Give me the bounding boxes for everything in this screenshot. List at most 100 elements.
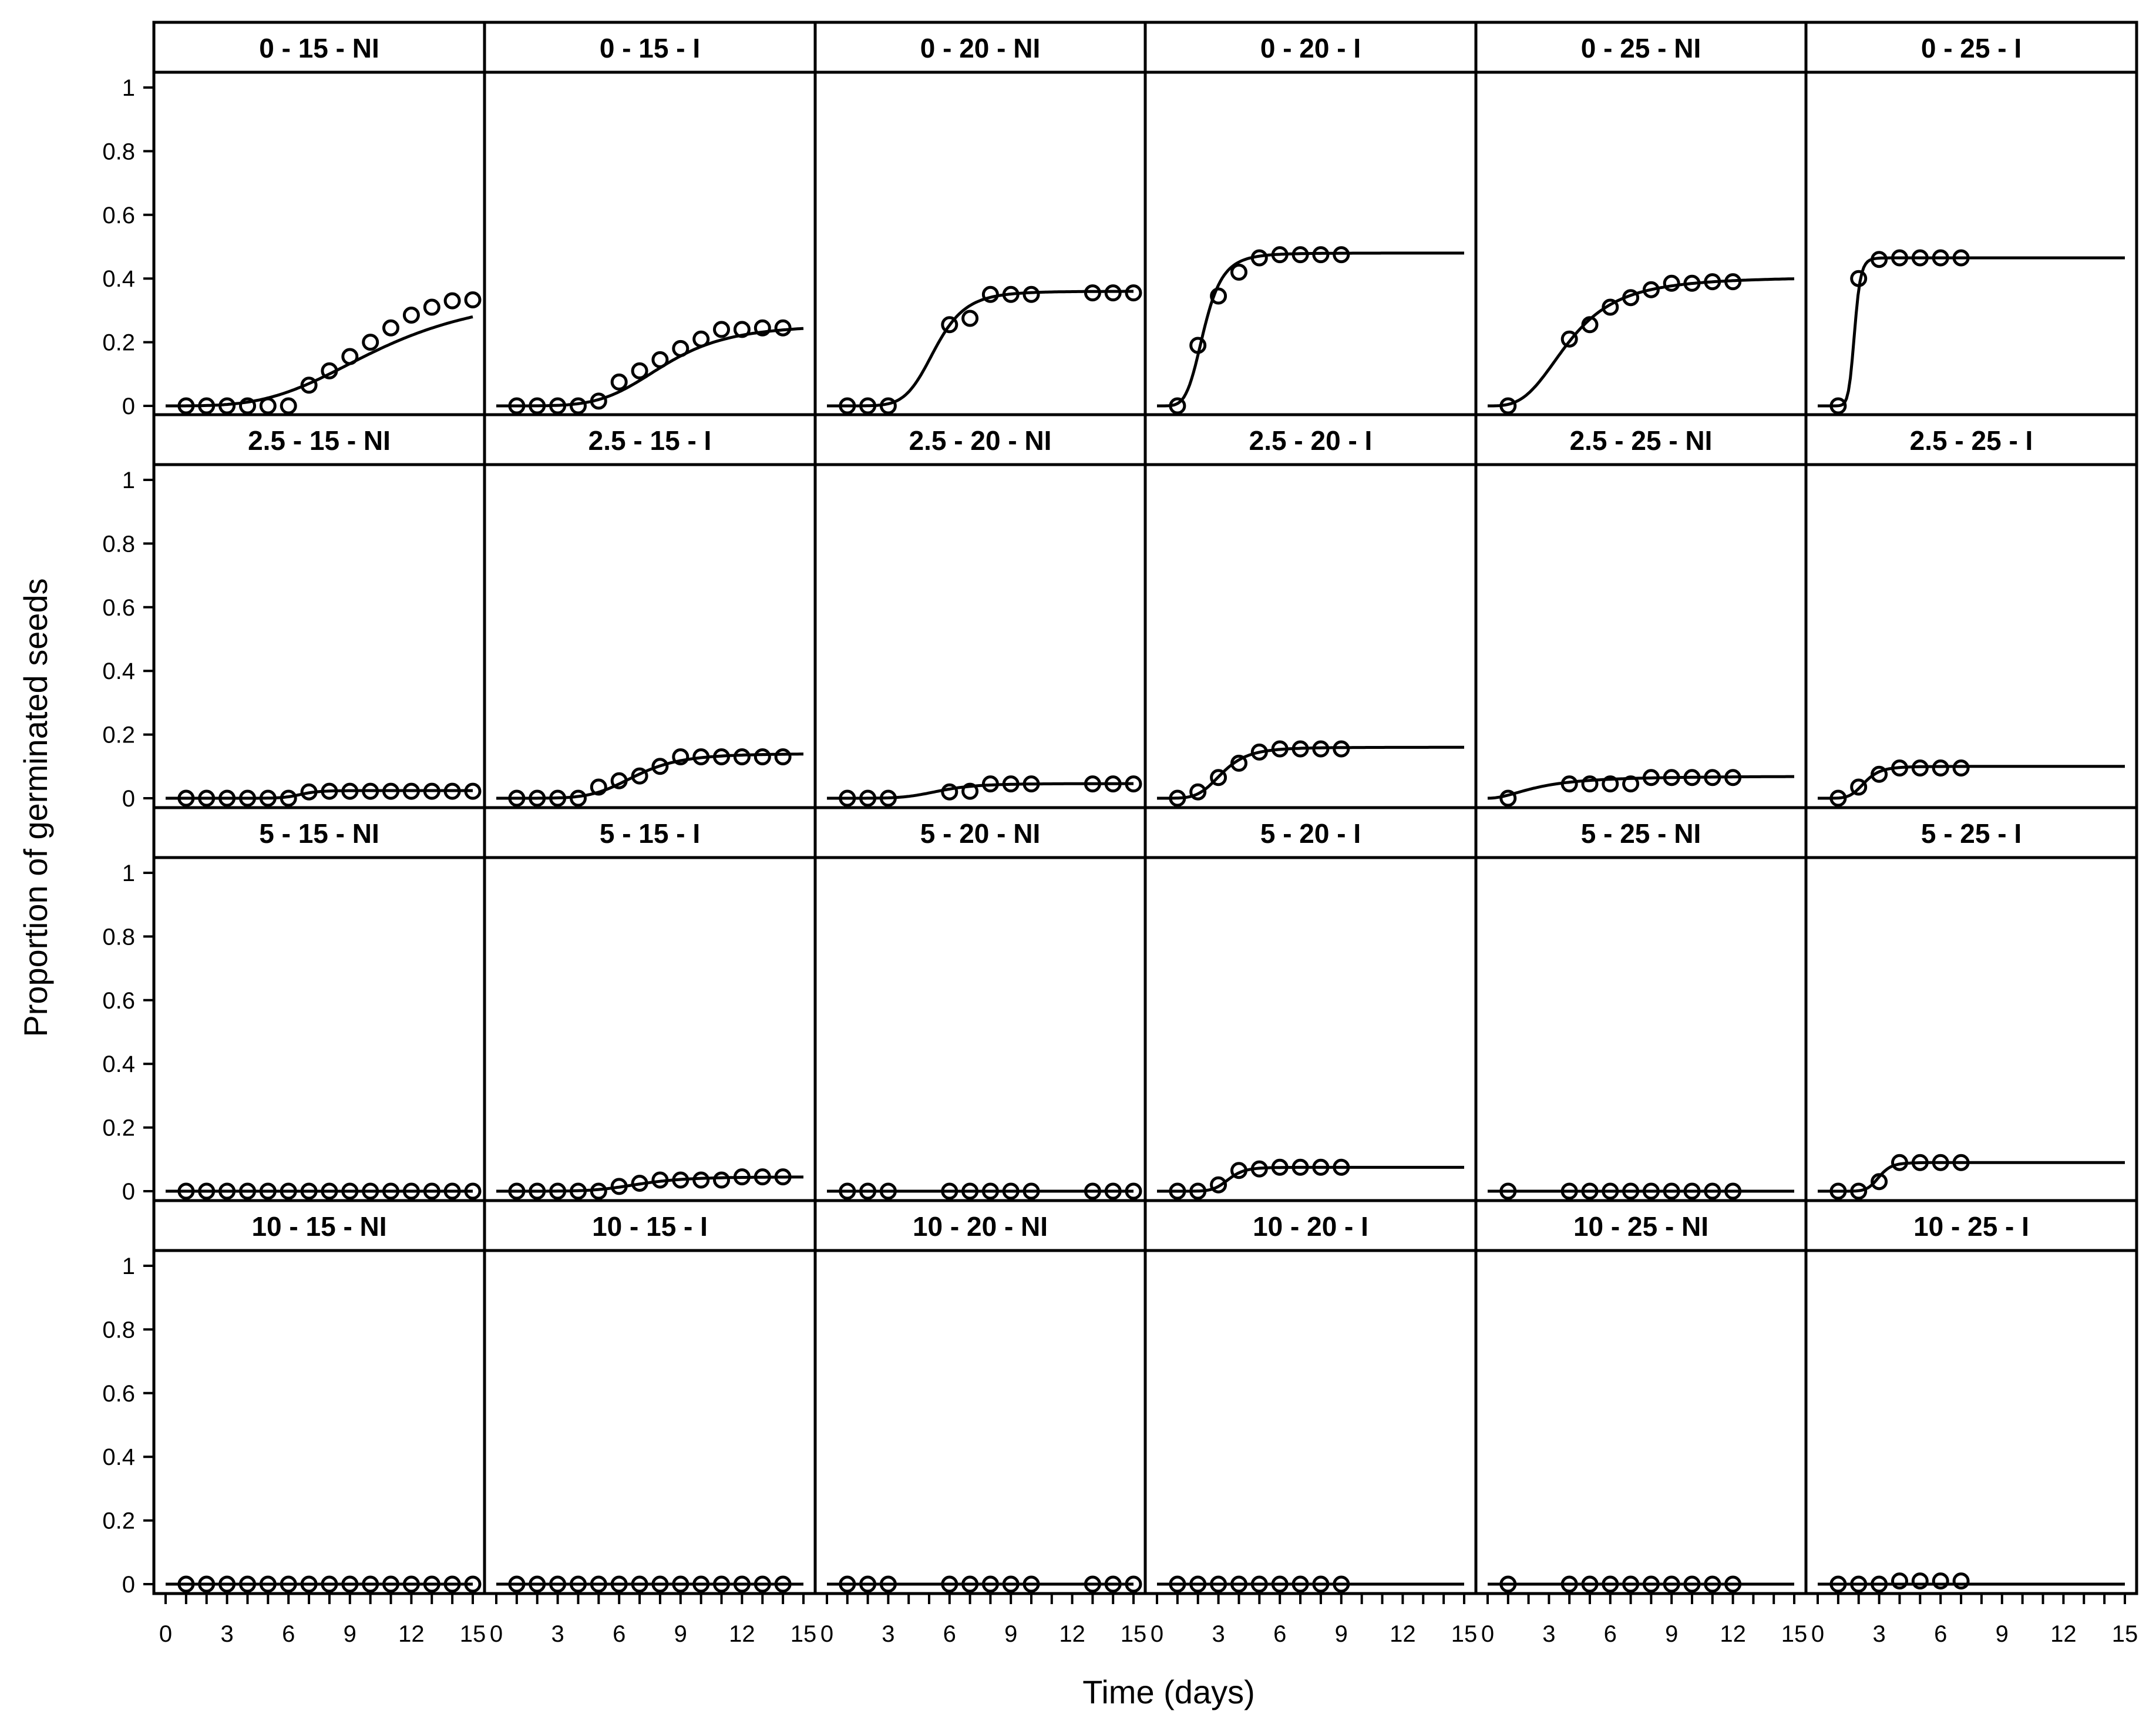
data-point: [859, 1182, 877, 1200]
data-point: [549, 397, 567, 415]
data-point: [1891, 1154, 1908, 1171]
data-point: [1642, 769, 1660, 786]
data-point: [1871, 765, 1888, 783]
data-point: [443, 1575, 461, 1593]
data-point: [692, 1171, 710, 1189]
data-point: [1683, 1575, 1701, 1593]
data-point: [529, 1182, 546, 1200]
y-tick-label: 0.2: [102, 1115, 135, 1141]
data-point: [280, 789, 297, 807]
fitted-curve: [1818, 765, 2125, 800]
data-point: [1499, 397, 1517, 415]
panel-strip: [813, 413, 1147, 466]
data-point: [1169, 789, 1186, 807]
data-point: [423, 1182, 440, 1200]
data-point: [1622, 775, 1640, 793]
data-point: [1230, 1162, 1247, 1179]
fitted-curve: [496, 1175, 803, 1193]
panel-strip: [1804, 21, 2138, 74]
data-point: [464, 291, 482, 308]
data-point: [1002, 1182, 1020, 1200]
data-point: [1250, 743, 1268, 761]
data-point: [1850, 1575, 1868, 1593]
x-tick-label: 12: [2050, 1621, 2077, 1647]
data-point: [981, 775, 999, 793]
panel-title: 0 - 15 - I: [600, 33, 700, 63]
x-tick-label: 12: [729, 1621, 755, 1647]
data-point: [1291, 1158, 1309, 1176]
panel-title: 10 - 25 - I: [1913, 1211, 2029, 1242]
data-point: [1850, 778, 1868, 796]
y-tick-label: 0.8: [102, 139, 135, 164]
data-point: [402, 307, 420, 324]
data-point: [1871, 1575, 1888, 1593]
panel-title: 0 - 20 - NI: [920, 33, 1041, 63]
panel-title: 5 - 20 - I: [1260, 818, 1361, 849]
panel-strip: [152, 21, 486, 74]
data-point: [1871, 1173, 1888, 1191]
data-point: [1560, 1182, 1578, 1200]
data-point: [443, 782, 461, 800]
panel: 2.5 - 15 - NI: [152, 413, 486, 809]
panel-title: 2.5 - 20 - NI: [909, 425, 1052, 456]
panel-title: 5 - 25 - NI: [1581, 818, 1701, 849]
y-tick-label: 1: [122, 468, 135, 493]
data-point: [1104, 284, 1122, 302]
panel: 5 - 25 - NI: [1474, 806, 1808, 1202]
data-point: [1230, 1575, 1247, 1593]
x-tick-label: 3: [1542, 1621, 1555, 1647]
data-point: [218, 1575, 236, 1593]
x-tick-label: 15: [1121, 1621, 1147, 1647]
x-tick-label: 3: [220, 1621, 233, 1647]
data-point: [1829, 789, 1847, 807]
data-point: [198, 1575, 216, 1593]
data-point: [859, 397, 877, 415]
data-point: [1663, 274, 1680, 292]
data-point: [839, 397, 856, 415]
panel-frame: [483, 1249, 817, 1595]
fitted-curve: [166, 315, 473, 408]
panel-frame: [1474, 70, 1808, 417]
data-point: [1663, 769, 1680, 786]
data-point: [218, 1182, 236, 1200]
panel-frame: [152, 70, 486, 417]
y-tick-label: 0.6: [102, 203, 135, 228]
data-point: [508, 397, 526, 415]
data-point: [300, 1182, 318, 1200]
data-point: [1210, 287, 1227, 305]
data-point: [321, 1575, 338, 1593]
data-point: [879, 789, 897, 807]
data-point: [1850, 270, 1868, 287]
data-point: [443, 292, 461, 310]
data-point: [1333, 1575, 1350, 1593]
data-point: [839, 789, 856, 807]
panel-strip: [1143, 413, 1478, 466]
data-point: [1189, 1182, 1207, 1200]
data-point: [1312, 1575, 1330, 1593]
data-point: [1271, 246, 1289, 264]
data-point: [692, 1575, 710, 1593]
data-point: [177, 1575, 195, 1593]
data-point: [610, 772, 628, 789]
data-point: [549, 789, 567, 807]
data-point: [1622, 1182, 1640, 1200]
data-point: [754, 1168, 771, 1186]
panel: 10 - 20 - I: [1143, 1199, 1478, 1595]
y-tick-label: 0.8: [102, 924, 135, 950]
chart-panels: 0 - 15 - NI 0 - 15 - I 0 - 20 - NI 0 - 20 -…: [152, 21, 2138, 1595]
data-point: [1602, 298, 1619, 316]
y-axis: 0 0.2 0.4 0.6 0.8 1 0 0.2 0.4 0.6 0.8 1 0 0.2 0.4 0.6 0.…: [102, 75, 154, 1598]
data-point: [713, 321, 730, 338]
y-tick-label: 0.4: [102, 266, 135, 292]
data-point: [1581, 1575, 1599, 1593]
x-tick-label: 3: [1872, 1621, 1885, 1647]
data-point: [239, 1575, 256, 1593]
data-point: [1002, 775, 1020, 793]
data-point: [280, 397, 297, 415]
data-point: [941, 783, 958, 801]
panel-title: 2.5 - 25 - NI: [1570, 425, 1713, 456]
data-point: [733, 748, 751, 765]
data-point: [1871, 251, 1888, 268]
data-point: [1312, 246, 1330, 264]
data-point: [1932, 1572, 1949, 1590]
